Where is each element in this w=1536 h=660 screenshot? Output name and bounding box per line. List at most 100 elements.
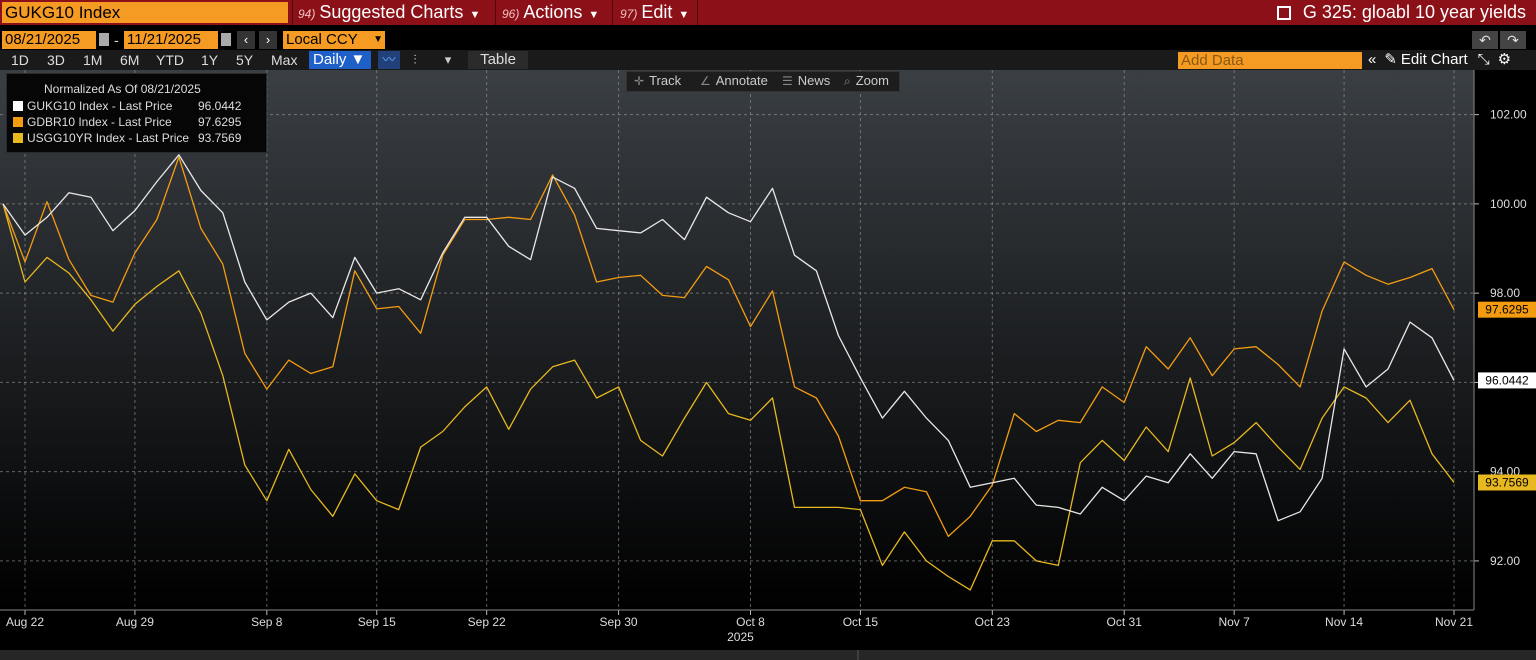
x-tick-label: Aug 22 [6,615,44,629]
currency-value: Local CCY [286,31,358,48]
y-tick-label: 92.00 [1490,554,1520,568]
annotate-tool[interactable]: ∠ Annotate [700,71,768,90]
x-axis-year-label: 2025 [727,630,754,644]
edit-chart-label: Edit Chart [1400,51,1468,68]
caret-down-icon: ▼ [469,9,481,21]
legend-entry-gukg10[interactable]: GUKG10 Index - Last Price [13,98,172,114]
calendar-icon[interactable] [99,33,109,46]
gear-icon[interactable]: ⚙ [1497,51,1512,68]
legend-entry-usgg10yr[interactable]: USGG10YR Index - Last Price [13,130,189,146]
legend-entry-gdbr10[interactable]: GDBR10 Index - Last Price [13,114,172,130]
tool-label: News [797,73,831,88]
annotate-icon: ∠ [700,74,711,88]
suggested-charts-menu[interactable]: 94) Suggested Charts ▼ [298,0,480,25]
magnifier-icon: ⌕ [844,74,851,88]
x-tick-label: Sep 30 [600,615,638,629]
menu-number: 96) [502,7,520,21]
menu-label: Suggested Charts [319,2,464,22]
x-tick-label: Nov 7 [1218,615,1250,629]
resize-icon[interactable]: ⤡ [1477,51,1490,68]
legend-value: 96.0442 [198,99,242,113]
legend-swatch [13,101,23,111]
currency-select[interactable]: Local CCY ▼ [283,31,385,49]
range-ytd[interactable]: YTD [156,52,184,68]
x-tick-label: Sep 22 [468,615,506,629]
legend-value: 97.6295 [198,115,242,129]
menu-separator [495,0,496,25]
legend-value: 93.7569 [198,131,242,145]
undo-icon[interactable]: ↶ [1472,31,1498,49]
last-value-box [1478,474,1536,491]
window-title-text: G 325: gloabl 10 year yields [1302,2,1526,22]
menu-separator [292,0,293,25]
edit-menu[interactable]: 97) Edit ▼ [620,0,689,25]
range-1y[interactable]: 1Y [201,52,219,68]
table-button[interactable]: Table [468,51,528,69]
scroll-track [0,650,1536,660]
range-max[interactable]: Max [271,52,298,68]
caret-down-icon: ▼ [678,9,690,21]
last-value-label: 97.6295 [1485,303,1529,317]
range-5y[interactable]: 5Y [236,52,254,68]
add-data-input[interactable]: Add Data [1178,52,1362,69]
end-date-input[interactable]: 11/21/2025 [124,31,218,49]
next-period-button[interactable]: › [259,31,277,49]
actions-menu[interactable]: 96) Actions ▼ [502,0,599,25]
plot-background [0,70,1474,610]
date-dash: - [114,32,119,48]
x-tick-label: Nov 21 [1435,615,1473,629]
x-tick-label: Sep 15 [358,615,396,629]
series-line [2,203,1455,591]
menu-separator [697,0,698,25]
collapse-icon[interactable]: « [1368,51,1377,68]
tool-label: Zoom [855,73,889,88]
tool-label: Track [649,73,682,88]
news-tool[interactable]: ☰ News [782,71,830,90]
last-value-box [1478,301,1536,318]
x-tick-label: Sep 8 [251,615,283,629]
track-tool[interactable]: ✛ Track [634,71,681,90]
x-tick-label: Oct 8 [736,615,765,629]
menu-separator [612,0,613,25]
last-value-box [1478,372,1536,389]
zoom-tool[interactable]: ⌕ Zoom [844,71,889,90]
menu-label: Edit [641,2,673,22]
line-chart-icon[interactable]: 〰 [378,51,400,69]
ticker-input[interactable]: GUKG10 Index [2,2,288,23]
range-3d[interactable]: 3D [47,52,65,68]
legend-box [6,73,267,153]
tool-label: Annotate [715,73,768,88]
chart-tools-bar [626,71,900,92]
news-icon: ☰ [782,74,793,88]
edit-chart-button[interactable]: « ✎ Edit Chart ⤡ ⚙ [1368,50,1511,70]
start-date-input[interactable]: 08/21/2025 [2,31,96,49]
legend-label: GDBR10 Index - Last Price [27,115,172,129]
x-tick-label: Oct 15 [843,615,879,629]
range-1m[interactable]: 1M [83,52,103,68]
range-1d[interactable]: 1D [11,52,29,68]
redo-icon[interactable]: ↷ [1500,31,1526,49]
previous-period-button[interactable]: ‹ [237,31,255,49]
last-value-label: 93.7569 [1485,476,1529,490]
frequency-select[interactable]: Daily ▼ [309,51,371,69]
series-line [2,154,1455,522]
y-tick-label: 100.00 [1490,197,1527,211]
range-6m[interactable]: 6M [120,52,140,68]
pencil-icon: ✎ [1384,51,1397,68]
caret-down-icon: ▼ [373,34,383,45]
x-tick-label: Oct 31 [1107,615,1143,629]
legend-title: Normalized As Of 08/21/2025 [44,82,201,96]
calendar-icon[interactable] [221,33,231,46]
legend-label: USGG10YR Index - Last Price [27,131,190,145]
caret-down-icon: ▼ [588,9,600,21]
y-tick-label: 98.00 [1490,286,1520,300]
external-link-icon[interactable] [1276,6,1291,20]
menu-number: 94) [298,7,316,21]
y-axis-panel [1474,70,1536,610]
window-title: G 325: gloabl 10 year yields [1276,0,1526,25]
chart-type-caret-icon[interactable]: ▾ [444,52,452,67]
legend-label: GUKG10 Index - Last Price [27,99,173,113]
y-tick-label: 102.00 [1490,108,1527,122]
bar-chart-icon[interactable]: ⫶ [413,52,417,67]
